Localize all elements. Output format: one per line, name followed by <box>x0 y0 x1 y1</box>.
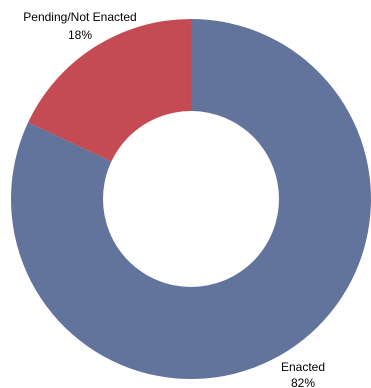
slice-label-enacted-value: 82% <box>291 376 315 388</box>
slice-label-pending-value: 18% <box>68 28 92 42</box>
donut-hole <box>103 111 279 287</box>
slice-label-enacted-name: Enacted <box>281 360 325 374</box>
slice-label-pending-name: Pending/Not Enacted <box>23 10 136 24</box>
